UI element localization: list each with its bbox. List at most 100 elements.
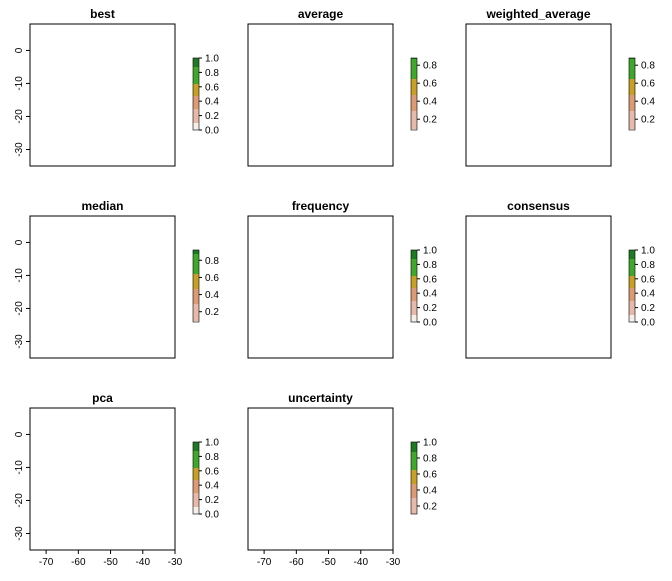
raster-cell — [528, 110, 532, 114]
raster-cell — [366, 262, 370, 266]
raster-cell — [346, 266, 350, 270]
raster-cell — [60, 94, 64, 98]
raster-cell — [96, 262, 100, 266]
raster-cell — [80, 318, 84, 322]
panel-title: best — [90, 7, 115, 21]
raster-cell — [480, 62, 484, 66]
raster-cell — [330, 270, 334, 274]
raster-cell — [274, 238, 278, 242]
raster-cell — [512, 34, 516, 38]
raster-cell — [68, 58, 72, 62]
raster-cell — [56, 258, 60, 262]
raster-cell — [274, 122, 278, 126]
raster-cell — [504, 34, 508, 38]
raster-cell — [64, 298, 68, 302]
raster-cell — [108, 130, 112, 134]
raster-cell — [68, 126, 72, 130]
raster-cell — [536, 34, 540, 38]
raster-cell — [298, 154, 302, 158]
raster-cell — [556, 42, 560, 46]
raster-cell — [318, 238, 322, 242]
raster-cell — [302, 338, 306, 342]
raster-cell — [64, 50, 68, 54]
raster-cell — [40, 110, 44, 114]
raster-cell — [362, 38, 366, 42]
raster-cell — [270, 110, 274, 114]
raster-cell — [504, 50, 508, 54]
raster-cell — [140, 78, 144, 82]
raster-cell — [96, 302, 100, 306]
raster-cell — [342, 258, 346, 262]
raster-cell — [64, 154, 68, 158]
raster-cell — [144, 270, 148, 274]
raster-cell — [140, 62, 144, 66]
raster-cell — [156, 270, 160, 274]
raster-cell — [322, 66, 326, 70]
raster-cell — [588, 70, 592, 74]
raster-cell — [524, 70, 528, 74]
raster-cell — [116, 230, 120, 234]
raster-cell — [88, 138, 92, 142]
raster-cell — [88, 266, 92, 270]
raster-cell — [84, 226, 88, 230]
raster-cell — [156, 230, 160, 234]
raster-cell — [544, 46, 548, 50]
raster-cell — [108, 238, 112, 242]
raster-cell — [120, 122, 124, 126]
raster-cell — [350, 150, 354, 154]
raster-cell — [346, 34, 350, 38]
raster-cell — [480, 86, 484, 90]
raster-cell — [338, 34, 342, 38]
raster-cell — [48, 142, 52, 146]
raster-cell — [286, 138, 290, 142]
raster-cell — [152, 150, 156, 154]
raster-cell — [116, 274, 120, 278]
raster-cell — [358, 126, 362, 130]
raster-cell — [108, 138, 112, 142]
raster-cell — [68, 130, 72, 134]
legend-tick-label: 0.8 — [205, 68, 219, 79]
raster-cell — [112, 38, 116, 42]
raster-cell — [258, 146, 262, 150]
raster-cell — [366, 318, 370, 322]
raster-cell — [556, 102, 560, 106]
raster-cell — [282, 314, 286, 318]
raster-cell — [52, 94, 56, 98]
raster-cell — [572, 102, 576, 106]
raster-cell — [476, 58, 480, 62]
raster-cell — [274, 334, 278, 338]
raster-cell — [496, 66, 500, 70]
y-tick-label: -10 — [14, 268, 25, 283]
raster-cell — [120, 234, 124, 238]
raster-cell — [108, 286, 112, 290]
raster-cell — [108, 290, 112, 294]
raster-cell — [504, 106, 508, 110]
raster-cell — [258, 298, 262, 302]
raster-cell — [512, 114, 516, 118]
raster-cell — [512, 138, 516, 142]
raster-cell — [370, 306, 374, 310]
raster-cell — [278, 50, 282, 54]
raster-cell — [266, 106, 270, 110]
raster-cell — [524, 74, 528, 78]
raster-cell — [492, 78, 496, 82]
raster-cell — [148, 122, 152, 126]
raster-cell — [358, 306, 362, 310]
raster-cell — [548, 74, 552, 78]
raster-cell — [76, 278, 80, 282]
raster-cell — [120, 346, 124, 350]
raster-cell — [88, 34, 92, 38]
raster-cell — [104, 254, 108, 258]
raster-cell — [362, 110, 366, 114]
raster-cell — [132, 90, 136, 94]
raster-cell — [588, 146, 592, 150]
raster-cell — [330, 138, 334, 142]
raster-cell — [504, 102, 508, 106]
raster-cell — [140, 110, 144, 114]
raster-cell — [326, 106, 330, 110]
raster-cell — [72, 298, 76, 302]
raster-cell — [326, 122, 330, 126]
raster-cell — [552, 54, 556, 58]
plot-frame — [30, 24, 175, 166]
raster-cell — [298, 146, 302, 150]
